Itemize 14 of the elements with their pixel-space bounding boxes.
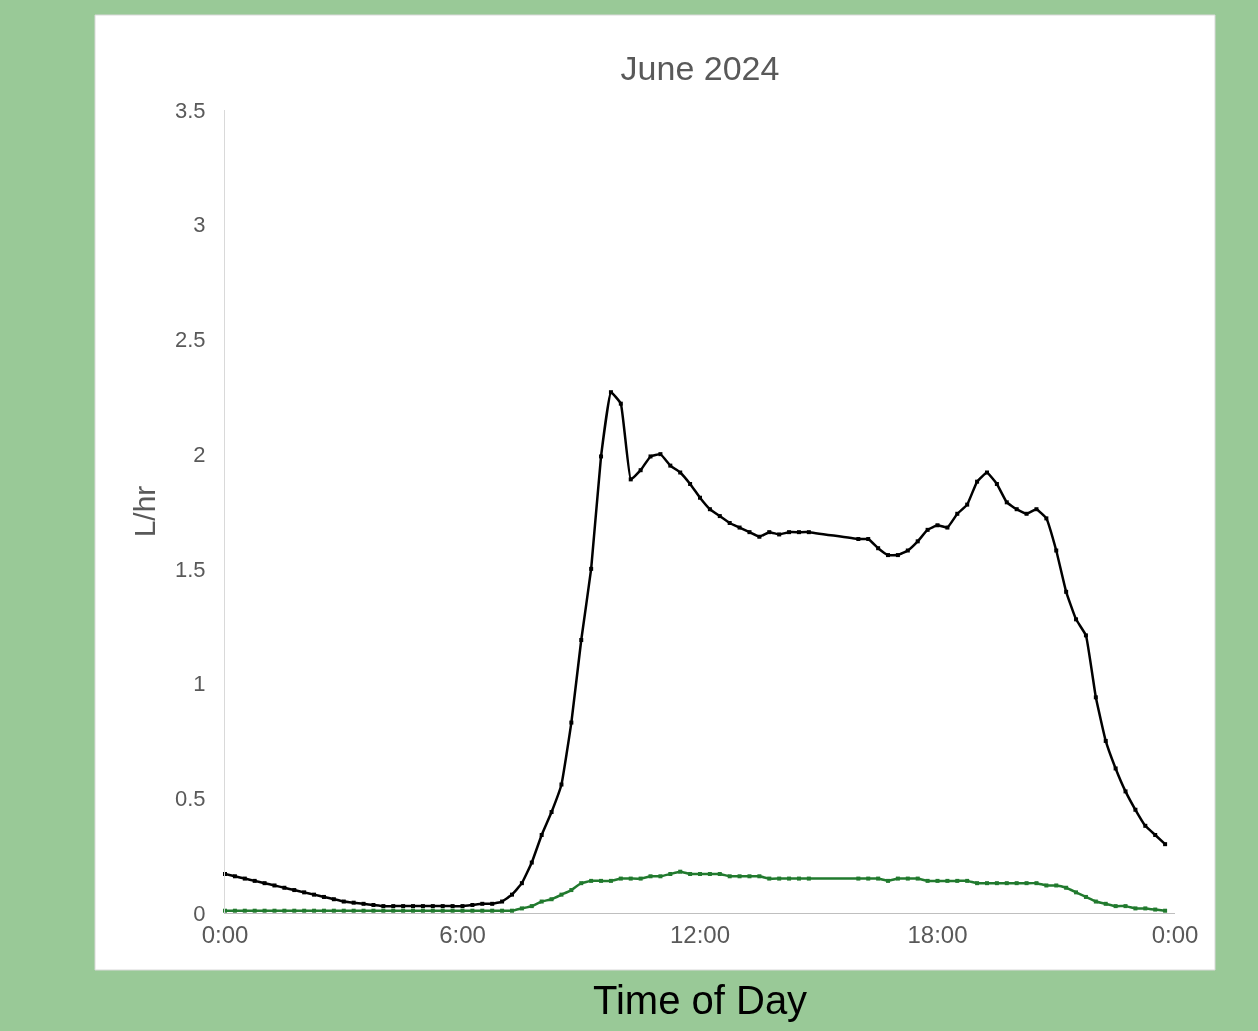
y-axis-title: L/hr [128, 485, 162, 538]
y-tick-label: 1.5 [175, 556, 206, 582]
y-tick-label: 1 [193, 671, 206, 697]
x-axis-title: Time of Day [593, 978, 808, 1022]
y-tick-label: 0.5 [175, 785, 206, 811]
y-tick-label: 3.5 [175, 97, 206, 123]
y-tick-label: 2.5 [175, 327, 206, 353]
y-tick-label: 2 [193, 441, 206, 467]
x-tick-label: 12:00 [669, 920, 731, 948]
y-tick-label: 3 [193, 212, 206, 238]
chart-title: June 2024 [620, 48, 780, 87]
x-tick-label: 6:00 [439, 920, 486, 948]
x-tick-label: 0:00 [1151, 920, 1199, 948]
x-tick-label: 18:00 [907, 920, 968, 948]
